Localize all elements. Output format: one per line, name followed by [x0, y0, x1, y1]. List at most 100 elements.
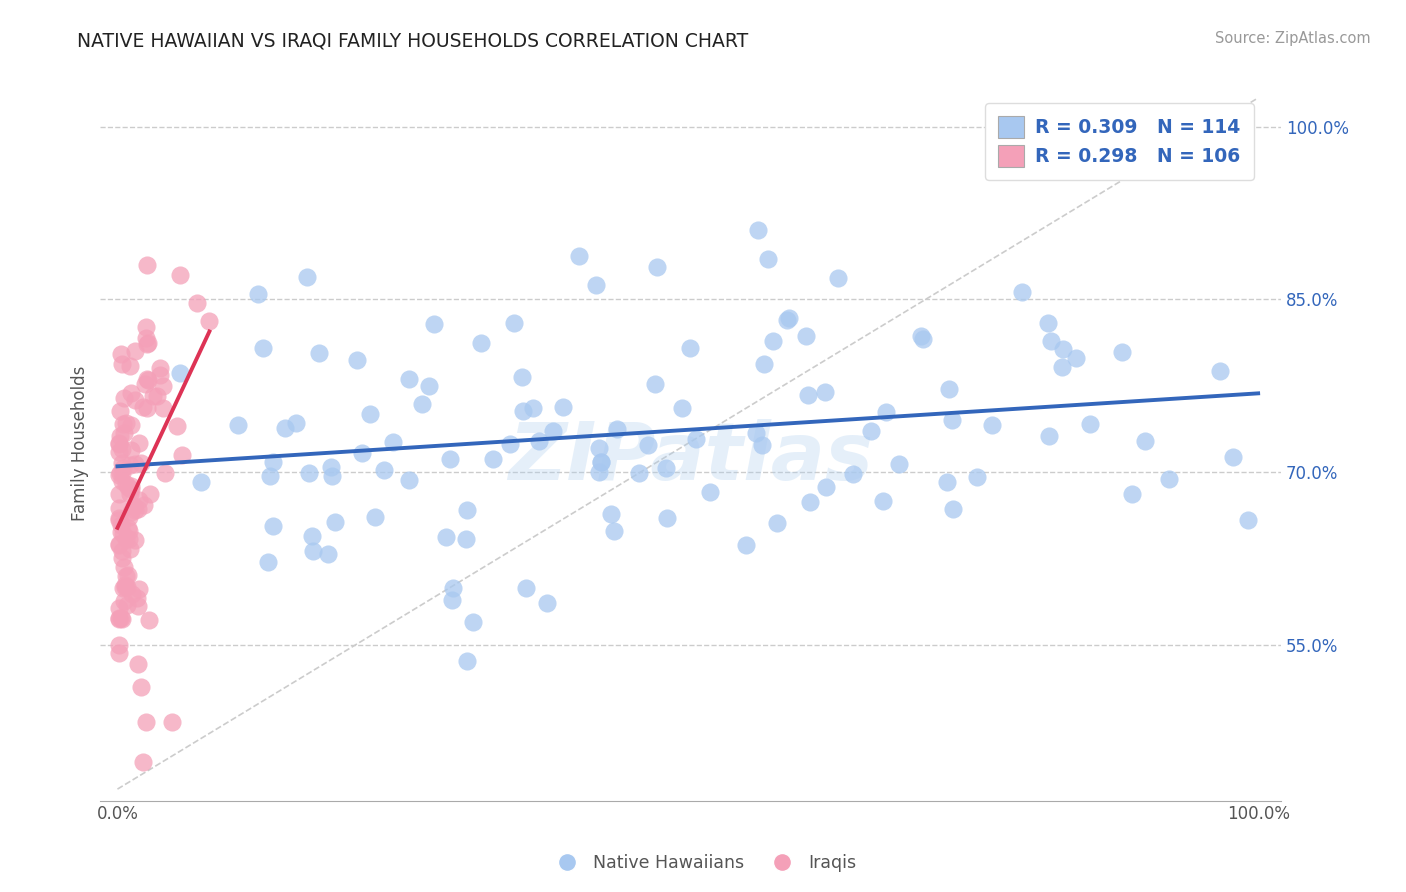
Point	[536, 596, 558, 610]
Text: NATIVE HAWAIIAN VS IRAQI FAMILY HOUSEHOLDS CORRELATION CHART: NATIVE HAWAIIAN VS IRAQI FAMILY HOUSEHOL…	[77, 31, 748, 50]
Point	[859, 424, 882, 438]
Point	[747, 223, 769, 237]
Point	[481, 452, 503, 467]
Point	[120, 442, 142, 457]
Point	[398, 372, 420, 386]
Point	[112, 391, 135, 405]
Point	[115, 598, 138, 612]
Point	[120, 458, 142, 472]
Point	[136, 258, 159, 272]
Point	[551, 400, 574, 414]
Point	[226, 417, 249, 432]
Point	[527, 434, 550, 448]
Point	[252, 341, 274, 355]
Point	[981, 417, 1004, 432]
Point	[186, 296, 208, 310]
Point	[107, 610, 129, 624]
Point	[110, 346, 132, 360]
Point	[591, 454, 613, 468]
Point	[411, 397, 433, 411]
Point	[751, 438, 773, 452]
Point	[470, 335, 492, 350]
Point	[440, 592, 463, 607]
Point	[127, 599, 149, 613]
Point	[117, 480, 139, 494]
Point	[382, 435, 405, 450]
Point	[797, 388, 820, 402]
Point	[198, 314, 221, 328]
Point	[827, 270, 849, 285]
Point	[398, 473, 420, 487]
Point	[373, 463, 395, 477]
Point	[152, 401, 174, 416]
Point	[498, 437, 520, 451]
Point	[350, 446, 373, 460]
Point	[262, 455, 284, 469]
Point	[418, 379, 440, 393]
Point	[434, 530, 457, 544]
Point	[1121, 487, 1143, 501]
Point	[115, 477, 138, 491]
Point	[111, 357, 134, 371]
Point	[120, 505, 142, 519]
Point	[111, 460, 134, 475]
Point	[423, 317, 446, 331]
Point	[1036, 316, 1059, 330]
Point	[1135, 434, 1157, 448]
Point	[603, 524, 626, 538]
Point	[108, 468, 131, 483]
Point	[671, 401, 693, 416]
Point	[114, 568, 136, 582]
Point	[117, 568, 139, 582]
Point	[134, 498, 156, 512]
Point	[841, 467, 863, 482]
Text: ZIPatlas: ZIPatlas	[508, 418, 873, 497]
Point	[118, 524, 141, 539]
Point	[108, 638, 131, 652]
Point	[118, 541, 141, 556]
Point	[503, 316, 526, 330]
Point	[107, 646, 129, 660]
Point	[120, 487, 142, 501]
Point	[815, 479, 838, 493]
Point	[131, 400, 153, 414]
Point	[799, 495, 821, 509]
Point	[128, 493, 150, 508]
Point	[138, 613, 160, 627]
Point	[1237, 513, 1260, 527]
Point	[120, 479, 142, 493]
Point	[1209, 364, 1232, 378]
Point	[456, 654, 478, 668]
Point	[319, 459, 342, 474]
Point	[108, 511, 131, 525]
Point	[107, 437, 129, 451]
Point	[936, 475, 959, 489]
Point	[169, 268, 191, 282]
Point	[128, 435, 150, 450]
Point	[120, 386, 142, 401]
Point	[875, 405, 897, 419]
Point	[359, 407, 381, 421]
Point	[762, 334, 785, 348]
Point	[942, 502, 965, 516]
Point	[135, 330, 157, 344]
Point	[108, 500, 131, 515]
Point	[515, 581, 537, 595]
Point	[107, 537, 129, 551]
Point	[107, 611, 129, 625]
Point	[512, 403, 534, 417]
Point	[125, 591, 148, 606]
Point	[456, 503, 478, 517]
Point	[364, 509, 387, 524]
Point	[152, 379, 174, 393]
Point	[120, 483, 142, 497]
Point	[108, 436, 131, 450]
Point	[679, 341, 702, 355]
Point	[110, 466, 132, 480]
Point	[112, 560, 135, 574]
Point	[124, 533, 146, 547]
Point	[108, 487, 131, 501]
Point	[120, 417, 142, 432]
Point	[117, 509, 139, 524]
Point	[111, 544, 134, 558]
